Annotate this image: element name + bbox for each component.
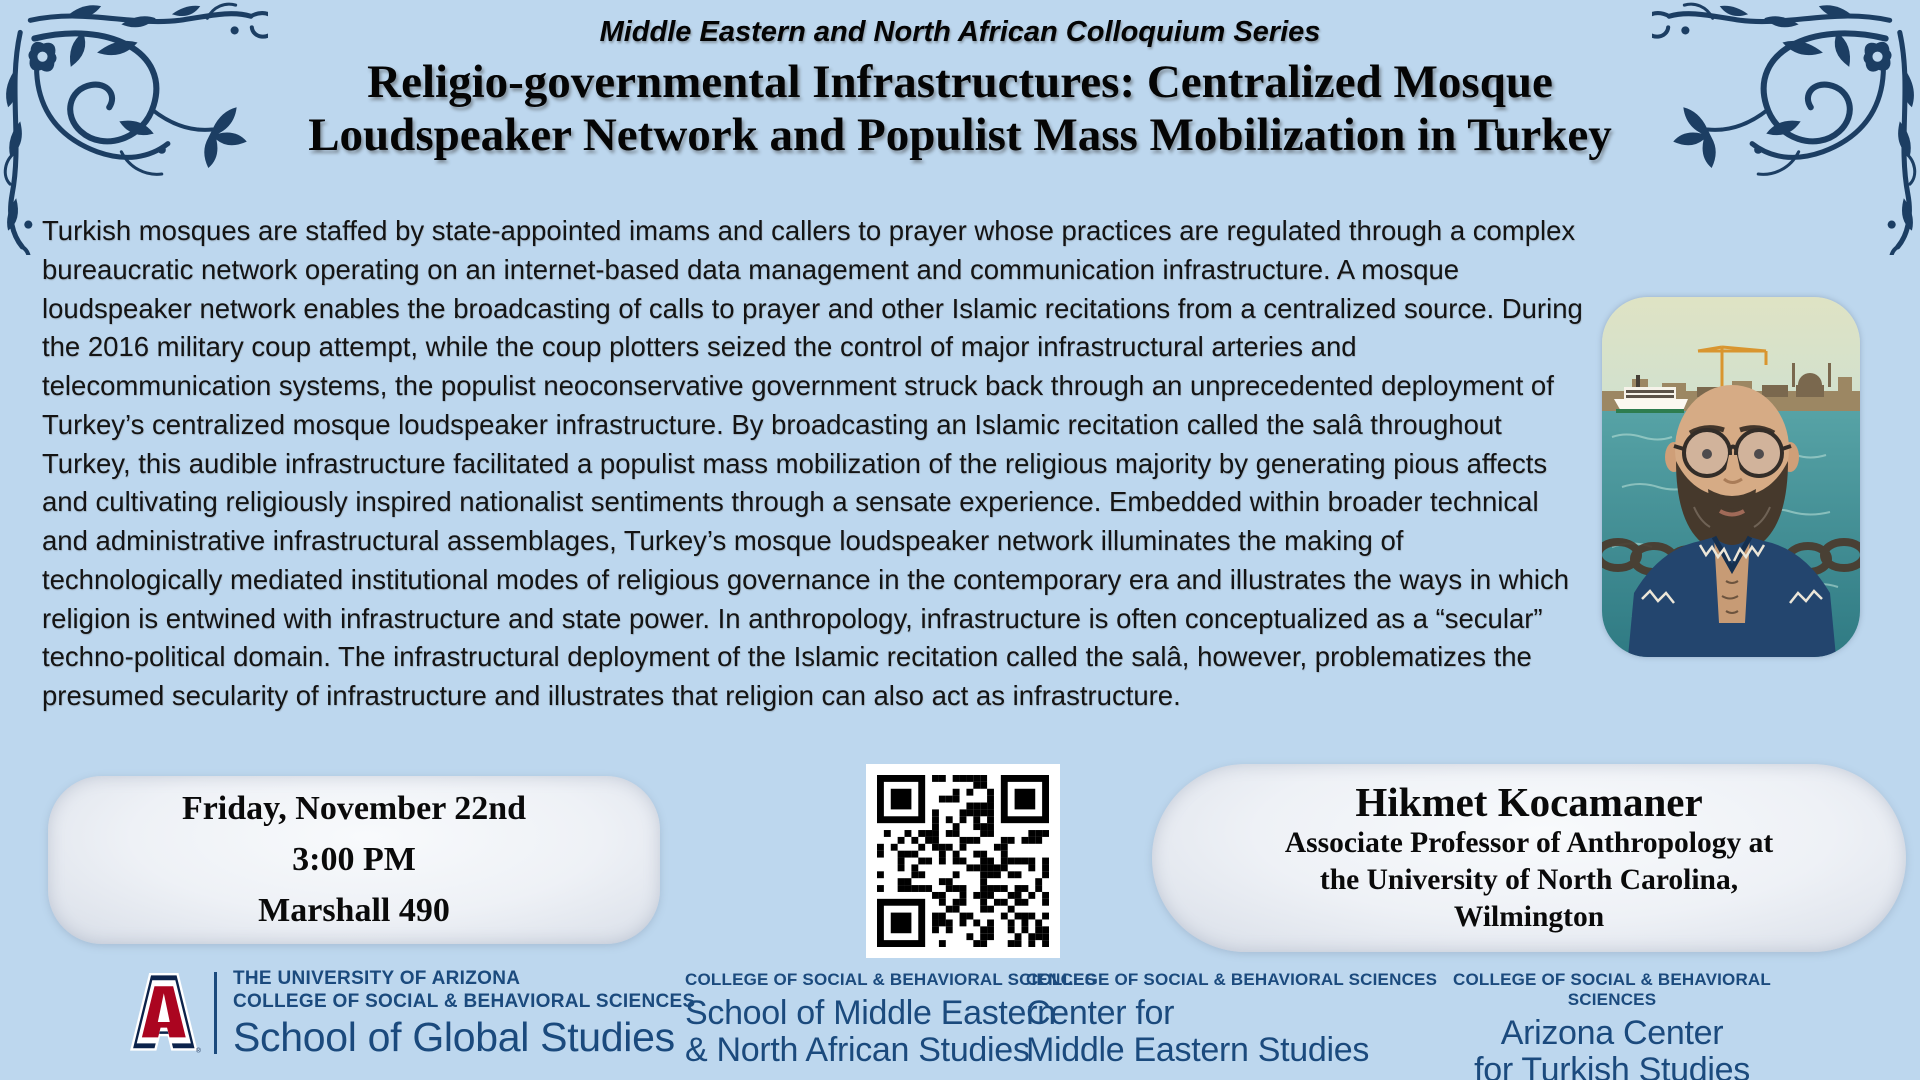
speaker-photo [1602, 297, 1860, 657]
qr-code-icon [877, 775, 1049, 947]
lockup-divider [214, 972, 217, 1055]
event-location: Marshall 490 [258, 892, 450, 929]
speaker-info-box: Hikmet Kocamaner Associate Professor of … [1152, 764, 1906, 952]
unit-name: Arizona Center for Turkish Studies [1432, 1015, 1792, 1080]
footer-unit-turkish-studies: COLLEGE OF SOCIAL & BEHAVIORAL SCIENCES … [1432, 970, 1792, 1080]
abstract-text: Turkish mosques are staffed by state-app… [42, 215, 1583, 712]
unit-name: School of Middle Eastern & North African… [685, 995, 1096, 1068]
unit-name-line-1: Arizona Center [1500, 1014, 1724, 1052]
series-label: Middle Eastern and North African Colloqu… [599, 16, 1321, 48]
corner-flourish-left-icon [0, 0, 278, 273]
event-time: 3:00 PM [292, 841, 416, 878]
qr-code [866, 764, 1060, 958]
unit-name-line-2: & North African Studies [685, 1030, 1030, 1069]
unit-name-line-1: School of Middle Eastern [685, 994, 1056, 1032]
event-details-box: Friday, November 22nd 3:00 PM Marshall 4… [48, 776, 660, 944]
speaker-portrait-illustration [1602, 297, 1860, 657]
unit-name-line-2: Middle Eastern Studies [1026, 1030, 1370, 1069]
page-title: Religio-governmental Infrastructures: Ce… [0, 56, 1920, 162]
footer-logos: ® THE UNIVERSITY OF ARIZONA COLLEGE OF S… [0, 962, 1920, 1080]
unit-name-line-2: for Turkish Studies [1474, 1050, 1750, 1080]
title-line-1: Religio-governmental Infrastructures: Ce… [367, 56, 1553, 108]
footer-unit-center-middle-eastern: COLLEGE OF SOCIAL & BEHAVIORAL SCIENCES … [1026, 970, 1437, 1068]
unit-name: Center for Middle Eastern Studies [1026, 995, 1437, 1068]
title-line-2: Loudspeaker Network and Populist Mass Mo… [308, 109, 1612, 162]
ua-university-line: THE UNIVERSITY OF ARIZONA [233, 968, 521, 989]
speaker-affiliation: Associate Professor of Anthropology at t… [1285, 825, 1773, 936]
floral-ornament-icon [3, 2, 278, 273]
ua-college-line: COLLEGE OF SOCIAL & BEHAVIORAL SCIENCES [233, 991, 696, 1013]
event-date: Friday, November 22nd [181, 790, 527, 827]
unit-name-line-1: Center for [1026, 994, 1175, 1032]
floral-ornament-icon [1642, 2, 1917, 273]
speaker-affiliation-line-1: Associate Professor of Anthropology at [1284, 826, 1774, 859]
speaker-affiliation-line-2: the University of North Carolina, [1319, 863, 1739, 896]
unit-college-label: COLLEGE OF SOCIAL & BEHAVIORAL SCIENCES [1453, 970, 1771, 1009]
unit-college-label: COLLEGE OF SOCIAL & BEHAVIORAL SCIENCES [1026, 970, 1438, 989]
footer-unit-mena-studies: COLLEGE OF SOCIAL & BEHAVIORAL SCIENCES … [685, 970, 1096, 1068]
university-of-arizona-lockup: ® THE UNIVERSITY OF ARIZONA COLLEGE OF S… [128, 967, 695, 1059]
speaker-name: Hikmet Kocamaner [1355, 778, 1703, 825]
ua-school-name: School of Global Studies [233, 1014, 675, 1061]
unit-college-label: COLLEGE OF SOCIAL & BEHAVIORAL SCIENCES [685, 970, 1097, 989]
ua-lockup-text: THE UNIVERSITY OF ARIZONA COLLEGE OF SOC… [233, 967, 695, 1059]
speaker-affiliation-line-3: Wilmington [1453, 901, 1605, 934]
ua-trademark: ® [196, 1047, 201, 1054]
corner-flourish-right-icon [1642, 0, 1920, 273]
arizona-block-a-logo-icon: ® [130, 973, 201, 1054]
